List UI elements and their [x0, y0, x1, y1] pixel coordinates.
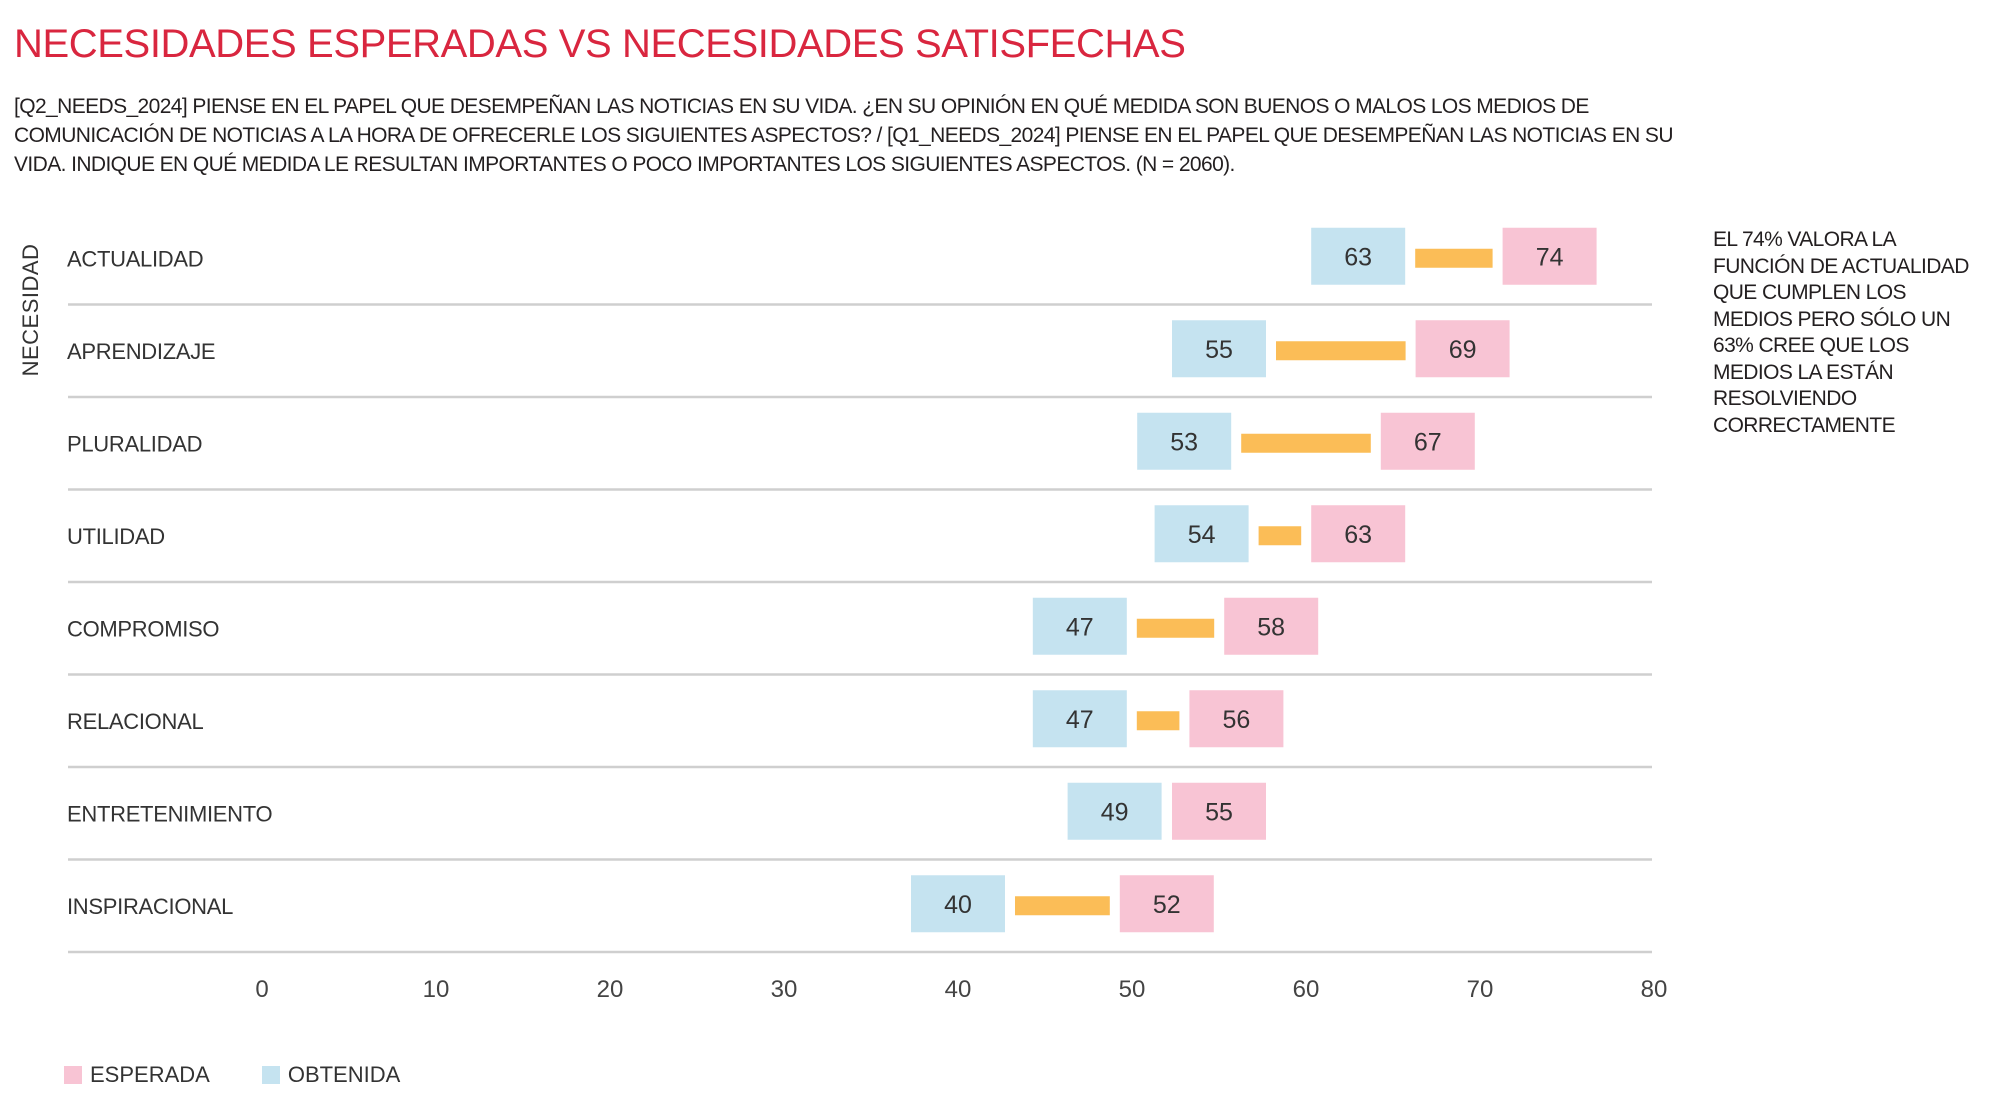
category-label: RELACIONAL [67, 709, 203, 734]
x-tick-label: 70 [1467, 976, 1494, 1003]
connector-bar [1015, 896, 1110, 916]
esperada-box [1189, 690, 1284, 748]
legend: ESPERADA OBTENIDA [64, 1062, 400, 1088]
esperada-value-label: 69 [1449, 336, 1477, 364]
esperada-value-label: 56 [1222, 706, 1250, 734]
category-label: ACTUALIDAD [67, 246, 203, 271]
connector-bar [1241, 433, 1371, 453]
esperada-value-label: 58 [1257, 613, 1285, 641]
legend-swatch-esperada [64, 1066, 82, 1084]
x-tick-label: 40 [945, 976, 972, 1003]
connector-bar [1136, 618, 1215, 638]
obtenida-box [1032, 690, 1127, 748]
obtenida-box [911, 875, 1005, 933]
value-boxes: 63 74 55 69 53 67 54 63 47 58 47 56 49 55 40 52 [911, 227, 1597, 933]
category-labels: ACTUALIDAD APRENDIZAJE PLURALIDAD UTILIDAD C… [67, 246, 273, 919]
obtenida-value-label: 55 [1205, 336, 1233, 364]
category-label: APRENDIZAJE [67, 339, 215, 364]
esperada-box [1415, 320, 1510, 378]
obtenida-value-label: 47 [1066, 706, 1094, 734]
obtenida-box [1172, 320, 1266, 378]
x-tick-label: 60 [1293, 976, 1320, 1003]
connector-bar [1258, 526, 1302, 546]
category-label: PLURALIDAD [67, 431, 202, 456]
category-label: UTILIDAD [67, 524, 165, 549]
esperada-value-label: 74 [1536, 243, 1564, 271]
x-tick-label: 10 [423, 976, 450, 1003]
obtenida-value-label: 63 [1344, 243, 1372, 271]
connector-bar [1136, 711, 1180, 731]
y-axis-label: NECESIDAD [18, 244, 43, 377]
legend-item-esperada: ESPERADA [64, 1062, 210, 1088]
obtenida-box [1311, 227, 1406, 285]
legend-item-obtenida: OBTENIDA [261, 1062, 401, 1088]
x-tick-label: 0 [255, 976, 268, 1003]
x-tick-label: 50 [1119, 976, 1146, 1003]
esperada-box [1311, 505, 1406, 563]
esperada-box [1502, 227, 1597, 285]
connector-bar [1415, 248, 1493, 268]
esperada-box [1224, 597, 1319, 655]
obtenida-box [1154, 505, 1249, 563]
esperada-box [1119, 875, 1214, 933]
connector-bars [1015, 248, 1493, 916]
esperada-value-label: 63 [1344, 521, 1372, 549]
legend-swatch-obtenida [261, 1066, 280, 1084]
category-label: ENTRETENIMIENTO [67, 801, 273, 826]
obtenida-value-label: 40 [944, 891, 972, 919]
esperada-box [1172, 782, 1266, 840]
x-tick-label: 20 [597, 976, 624, 1003]
obtenida-value-label: 47 [1066, 613, 1094, 641]
esperada-value-label: 52 [1153, 891, 1181, 919]
connector-bar [1276, 341, 1406, 361]
x-axis-ticks: 0 10 20 30 40 50 60 70 80 [255, 976, 1667, 1003]
annotation-text: EL 74% VALORA LA FUNCIÓN DE ACTUALIDAD Q… [1713, 228, 1969, 437]
obtenida-value-label: 49 [1101, 798, 1129, 826]
esperada-value-label: 67 [1414, 428, 1442, 456]
chart-title: NECESIDADES ESPERADAS VS NECESIDADES SAT… [14, 22, 1186, 66]
esperada-box [1380, 412, 1475, 470]
obtenida-box [1137, 412, 1232, 470]
chart-subtitle: [Q2_NEEDS_2024] PIENSE EN EL PAPEL QUE D… [14, 95, 1673, 176]
category-label: INSPIRACIONAL [67, 894, 233, 919]
legend-label-obtenida: OBTENIDA [287, 1062, 401, 1087]
obtenida-box [1067, 782, 1162, 840]
obtenida-box [1032, 597, 1127, 655]
esperada-value-label: 55 [1205, 798, 1233, 826]
obtenida-value-label: 54 [1188, 521, 1216, 549]
row-separators [68, 303, 1652, 954]
obtenida-value-label: 53 [1170, 428, 1198, 456]
category-label: COMPROMISO [67, 616, 219, 641]
x-tick-label: 80 [1641, 976, 1668, 1003]
legend-label-esperada: ESPERADA [90, 1062, 210, 1087]
x-tick-label: 30 [771, 976, 798, 1003]
